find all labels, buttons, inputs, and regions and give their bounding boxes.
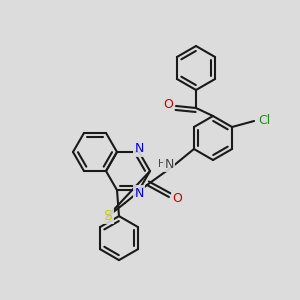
Text: O: O <box>163 98 173 112</box>
Text: H: H <box>158 159 166 169</box>
Text: Cl: Cl <box>258 113 270 127</box>
Text: O: O <box>172 193 182 206</box>
Text: N: N <box>165 158 174 170</box>
Text: N: N <box>134 142 144 155</box>
Text: S: S <box>103 209 112 223</box>
Text: N: N <box>134 187 144 200</box>
